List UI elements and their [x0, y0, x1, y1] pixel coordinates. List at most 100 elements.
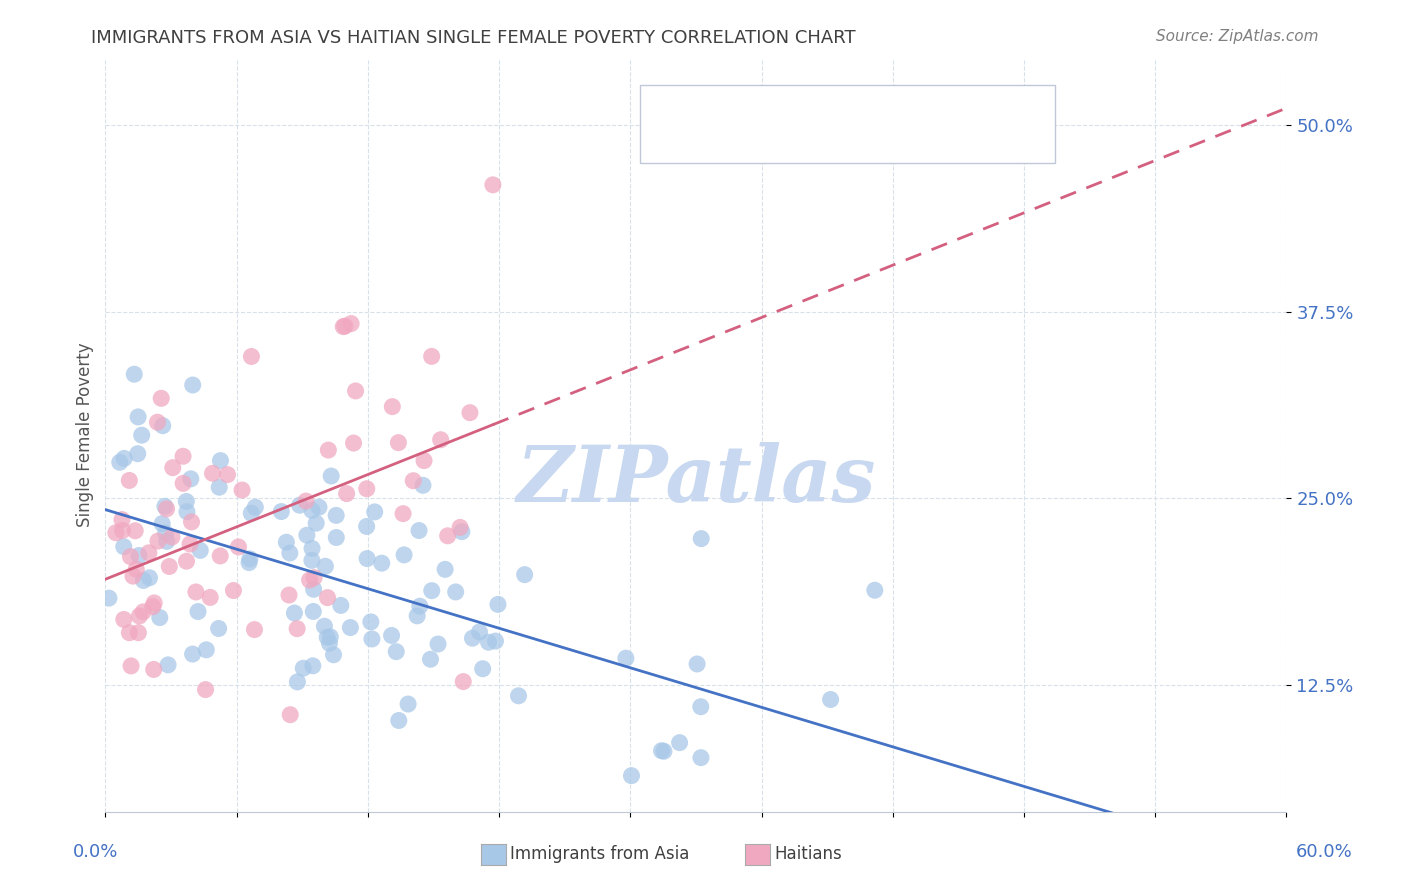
Point: [146, 534, 169, 549]
Point: [316, 630, 339, 644]
Point: [112, 612, 135, 626]
Point: [243, 623, 266, 637]
Point: [208, 480, 231, 494]
Point: [412, 478, 434, 492]
Point: [270, 505, 292, 519]
Point: [325, 508, 347, 523]
Point: [97, 591, 120, 606]
Text: Source: ZipAtlas.com: Source: ZipAtlas.com: [1156, 29, 1319, 44]
Point: [278, 707, 301, 722]
Point: [690, 750, 713, 764]
Text: -0.528: -0.528: [749, 97, 820, 117]
Point: [188, 543, 211, 558]
Point: [388, 714, 411, 728]
Text: IMMIGRANTS FROM ASIA VS HAITIAN SINGLE FEMALE POVERTY CORRELATION CHART: IMMIGRANTS FROM ASIA VS HAITIAN SINGLE F…: [91, 29, 856, 46]
Point: [118, 625, 141, 640]
Point: [283, 606, 305, 620]
Point: [321, 469, 343, 483]
Point: [120, 659, 142, 673]
Point: [194, 682, 217, 697]
Point: [402, 474, 425, 488]
Point: [132, 574, 155, 588]
Text: 68: 68: [890, 131, 925, 151]
Point: [686, 657, 709, 671]
Point: [131, 428, 153, 442]
Point: [508, 689, 530, 703]
Point: [436, 529, 458, 543]
Point: [360, 615, 382, 629]
Point: [820, 692, 842, 706]
Point: [125, 562, 148, 576]
Point: [419, 652, 441, 666]
Point: [381, 628, 404, 642]
Point: [471, 662, 494, 676]
Point: [181, 647, 204, 661]
Point: [406, 608, 429, 623]
Point: [209, 549, 232, 563]
Point: [392, 507, 415, 521]
Point: [180, 515, 202, 529]
Point: [301, 503, 323, 517]
Point: [449, 520, 471, 534]
Point: [288, 498, 311, 512]
Point: [451, 674, 474, 689]
Point: [180, 472, 202, 486]
Point: [318, 636, 340, 650]
Point: [132, 605, 155, 619]
Point: [468, 624, 491, 639]
Point: [146, 415, 169, 429]
Point: [201, 467, 224, 481]
Point: [157, 559, 180, 574]
Point: [316, 591, 339, 605]
Point: [308, 500, 330, 515]
Point: [228, 540, 250, 554]
Point: [138, 571, 160, 585]
Text: 0.367: 0.367: [749, 131, 820, 151]
Point: [127, 409, 149, 424]
Point: [111, 512, 134, 526]
Point: [184, 585, 207, 599]
Point: [112, 451, 135, 466]
Point: [651, 744, 673, 758]
Text: R =: R =: [696, 131, 731, 151]
Point: [108, 455, 131, 469]
Point: [339, 621, 361, 635]
Point: [127, 625, 149, 640]
Point: [138, 546, 160, 560]
Point: [396, 697, 419, 711]
Point: [314, 559, 336, 574]
Point: [387, 435, 409, 450]
Point: [292, 661, 315, 675]
Point: [120, 549, 142, 564]
Point: [172, 476, 194, 491]
Point: [413, 453, 436, 467]
Point: [157, 657, 180, 672]
Text: ZIPatlas: ZIPatlas: [516, 442, 876, 518]
Point: [195, 643, 218, 657]
Text: N =: N =: [844, 131, 879, 151]
Text: 60.0%: 60.0%: [1296, 843, 1353, 861]
Point: [240, 350, 263, 364]
Text: 100: 100: [890, 97, 925, 117]
Point: [298, 573, 321, 587]
Point: [329, 599, 352, 613]
Point: [314, 619, 336, 633]
Text: N =: N =: [844, 97, 879, 117]
Point: [150, 392, 173, 406]
Point: [444, 585, 467, 599]
Point: [305, 516, 328, 531]
Point: [408, 524, 430, 538]
Point: [149, 610, 172, 624]
Point: [111, 524, 134, 538]
Point: [302, 605, 325, 619]
Point: [381, 400, 404, 414]
Point: [392, 548, 415, 562]
Point: [160, 530, 183, 544]
Point: [371, 556, 394, 570]
Point: [155, 526, 177, 541]
Point: [112, 540, 135, 554]
Point: [420, 583, 443, 598]
Point: [156, 534, 179, 549]
Point: [340, 317, 363, 331]
Point: [342, 436, 364, 450]
